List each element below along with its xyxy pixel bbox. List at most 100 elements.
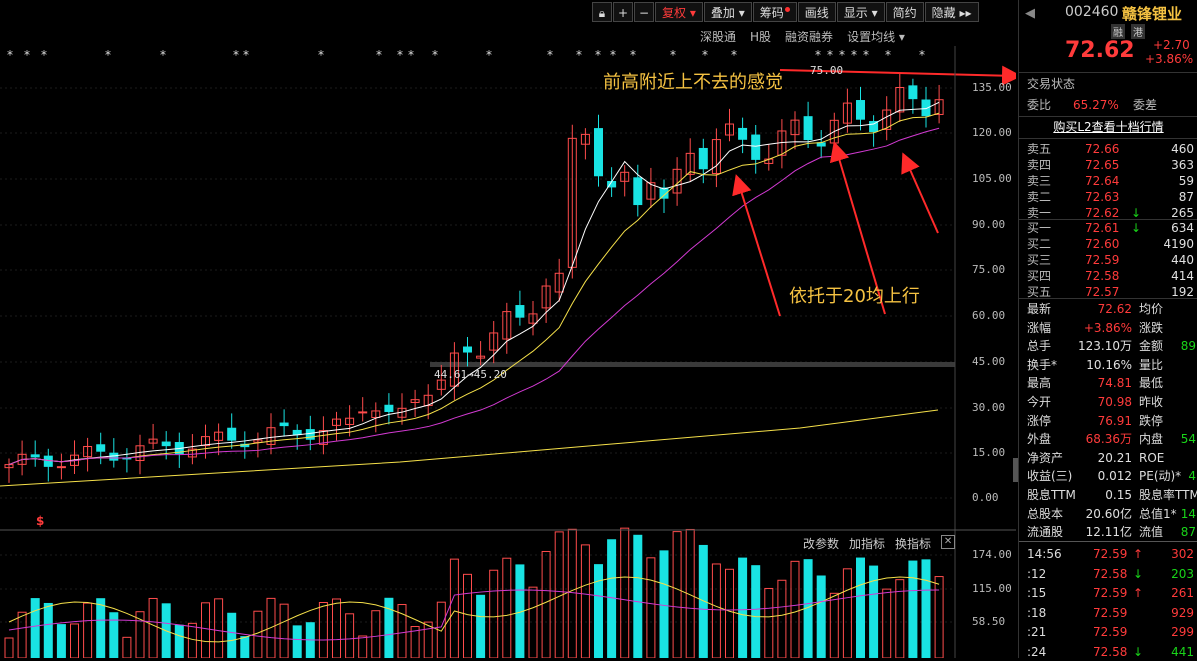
event-star[interactable]: *	[851, 48, 857, 62]
candle	[515, 305, 525, 318]
adjust-button[interactable]: 复权 ▾	[655, 2, 703, 22]
volume-bar	[436, 601, 446, 658]
event-star[interactable]: *	[610, 48, 616, 62]
event-star[interactable]: *	[105, 48, 111, 62]
event-star[interactable]: *	[827, 48, 833, 62]
hk-connect-link[interactable]: 深股通	[700, 30, 737, 44]
candle	[528, 313, 538, 324]
event-star[interactable]: *	[7, 48, 13, 62]
event-star[interactable]: *	[547, 48, 553, 62]
event-star[interactable]: *	[595, 48, 601, 62]
zoom-in-icon[interactable]: +	[613, 2, 633, 22]
candle	[711, 139, 721, 174]
candle	[371, 410, 381, 418]
event-stars: * * * * * * * * * * * * * * * * * * * * * * * * * * * *	[0, 48, 950, 62]
volume-bar	[541, 550, 551, 658]
volume-toolbar: 改参数 加指标 换指标 ✕	[803, 535, 956, 552]
candle	[659, 187, 669, 199]
y-axis-label: 0.00	[972, 491, 999, 504]
kline-svg[interactable]	[0, 0, 1016, 658]
volume-bar	[449, 558, 459, 658]
back-arrow-icon[interactable]: ◀	[1025, 6, 1035, 21]
close-icon[interactable]: ✕	[941, 535, 956, 549]
event-star[interactable]: *	[630, 48, 636, 62]
price-change-pct: +3.86%	[1145, 52, 1194, 66]
stats-row: 净资产 20.21 ROE	[1027, 450, 1165, 465]
bid-level-row: 买二 72.60 4190	[1027, 237, 1194, 251]
stats-row: 总手 123.10万 金额 89	[1027, 339, 1196, 354]
stats-row: 股息TTM 0.15 股息率TTM	[1027, 488, 1197, 502]
candle	[83, 446, 93, 458]
y-axis-label: 90.00	[972, 218, 1006, 231]
candle	[580, 133, 590, 145]
support-arrow-2	[829, 141, 886, 315]
add-indicator-button[interactable]: 加指标	[849, 537, 886, 551]
volume-bar	[921, 559, 931, 658]
candle	[502, 311, 512, 340]
volume-bar	[829, 592, 839, 658]
event-star[interactable]: *	[41, 48, 47, 62]
event-star[interactable]: *	[397, 48, 403, 62]
kline-chart-area[interactable]: * * * * * * * * * * * * * * * * * * * * * * * * * * * * 135.00 120.0…	[0, 0, 1016, 658]
simple-button[interactable]: 简约	[885, 2, 924, 22]
candle	[292, 429, 302, 436]
annotation-arrows	[732, 65, 1016, 317]
event-star[interactable]: *	[815, 48, 821, 62]
event-star[interactable]: *	[863, 48, 869, 62]
event-star[interactable]: *	[731, 48, 737, 62]
event-star[interactable]: *	[919, 48, 925, 62]
event-star[interactable]: *	[318, 48, 324, 62]
zoom-out-icon[interactable]: −	[634, 2, 654, 22]
event-star[interactable]: *	[839, 48, 845, 62]
event-star[interactable]: *	[486, 48, 492, 62]
display-button[interactable]: 显示 ▾	[836, 2, 885, 22]
draw-line-button[interactable]: 画线	[797, 2, 836, 22]
tick-row: :12 72.58 ↓ 203	[1027, 566, 1194, 581]
volume-bar	[463, 573, 472, 658]
event-star[interactable]: *	[702, 48, 708, 62]
event-star[interactable]: *	[233, 48, 239, 62]
candle	[882, 109, 892, 130]
volume-bar	[567, 528, 577, 658]
candle	[384, 404, 394, 412]
event-star[interactable]: *	[243, 48, 249, 62]
switch-indicator-button[interactable]: 换指标	[895, 537, 932, 551]
event-star[interactable]: *	[576, 48, 582, 62]
y-axis-label: 135.00	[972, 81, 1012, 94]
candle	[201, 436, 210, 447]
change-params-button[interactable]: 改参数	[803, 537, 840, 551]
quote-panel: ◀ 002460 赣锋锂业 融 港 72.62 +2.70 +3.86% 交易状…	[1018, 0, 1197, 659]
volume-bar	[502, 557, 512, 658]
overlay-button[interactable]: 叠加 ▾	[703, 2, 752, 22]
buy-l2-link[interactable]: 购买L2查看十档行情	[1053, 120, 1164, 134]
candle	[842, 102, 852, 124]
event-star[interactable]: *	[24, 48, 30, 62]
event-star[interactable]: *	[670, 48, 676, 62]
set-ma-button[interactable]: 设置均线 ▾	[847, 30, 905, 44]
panel-collapse-handle[interactable]	[1013, 458, 1018, 482]
lock-icon[interactable]: 🔒︎	[592, 2, 612, 22]
price-change: +2.70	[1153, 38, 1190, 52]
event-star[interactable]: *	[376, 48, 382, 62]
candle	[358, 411, 368, 414]
volume-bar	[738, 557, 748, 658]
margin-link[interactable]: 融资融券	[785, 30, 834, 44]
event-star[interactable]: *	[432, 48, 438, 62]
event-star[interactable]: *	[160, 48, 166, 62]
dollar-marker[interactable]: $	[36, 514, 45, 528]
ma-line	[8, 127, 940, 466]
h-share-link[interactable]: H股	[750, 30, 772, 44]
event-star[interactable]: *	[408, 48, 414, 62]
hide-button[interactable]: 隐藏 ▸▸	[924, 2, 979, 22]
ask-level-row: 卖三 72.64 59	[1027, 174, 1194, 188]
last-price: 72.62	[1065, 38, 1135, 63]
hk-tag: 港	[1131, 24, 1145, 39]
chips-button[interactable]: 筹码	[752, 2, 797, 22]
stats-row: 外盘 68.36万 内盘 54	[1027, 432, 1196, 447]
ask-level-row: 卖二 72.63 87	[1027, 190, 1194, 204]
support-arrow-1	[732, 174, 781, 317]
volume-bar	[790, 560, 800, 658]
volume-bar	[620, 527, 630, 658]
event-star[interactable]: *	[885, 48, 891, 62]
y-axis-label: 75.00	[972, 263, 1006, 276]
